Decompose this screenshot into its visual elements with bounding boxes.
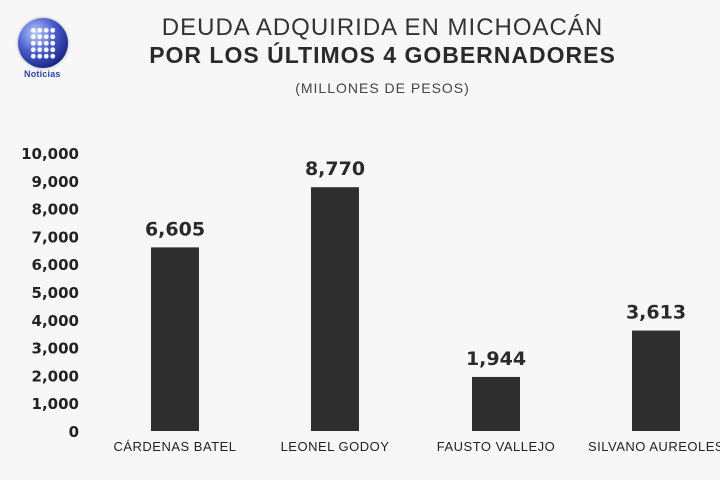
y-tick-label: 10,000	[21, 145, 79, 163]
logo: Noticias	[18, 18, 72, 82]
bar-value-label: 1,944	[466, 348, 526, 370]
x-category-label: LEONEL GODOY	[281, 439, 390, 454]
dot-grid-logo-icon	[30, 27, 56, 59]
chart-title-line2: POR LOS ÚLTIMOS 4 GOBERNADORES	[149, 42, 616, 68]
y-tick-label: 9,000	[32, 173, 79, 191]
y-tick-label: 5,000	[32, 284, 79, 302]
bar	[632, 330, 680, 431]
x-category-label: CÁRDENAS BATEL	[113, 439, 236, 454]
bar-value-label: 6,605	[145, 218, 205, 240]
bar-value-label: 3,613	[626, 302, 686, 324]
chart-title: DEUDA ADQUIRIDA EN MICHOACÁN	[161, 14, 604, 41]
y-tick-label: 6,000	[32, 256, 79, 274]
y-tick-label: 3,000	[32, 340, 79, 358]
x-category-label: FAUSTO VALLEJO	[437, 439, 556, 454]
bar	[151, 247, 199, 431]
logo-text: Noticias	[24, 69, 61, 79]
y-tick-label: 1,000	[32, 395, 79, 413]
y-tick-label: 2,000	[32, 367, 79, 385]
bar-value-label: 8,770	[305, 158, 365, 180]
x-category-label: SILVANO AUREOLES	[588, 439, 720, 454]
y-tick-label: 7,000	[32, 228, 79, 246]
bar	[311, 187, 359, 431]
y-tick-label: 0	[69, 423, 79, 441]
y-tick-label: 8,000	[32, 201, 79, 219]
chart-subtitle: (MILLONES DE PESOS)	[295, 80, 470, 96]
y-tick-label: 4,000	[32, 312, 79, 330]
bar	[472, 376, 520, 431]
